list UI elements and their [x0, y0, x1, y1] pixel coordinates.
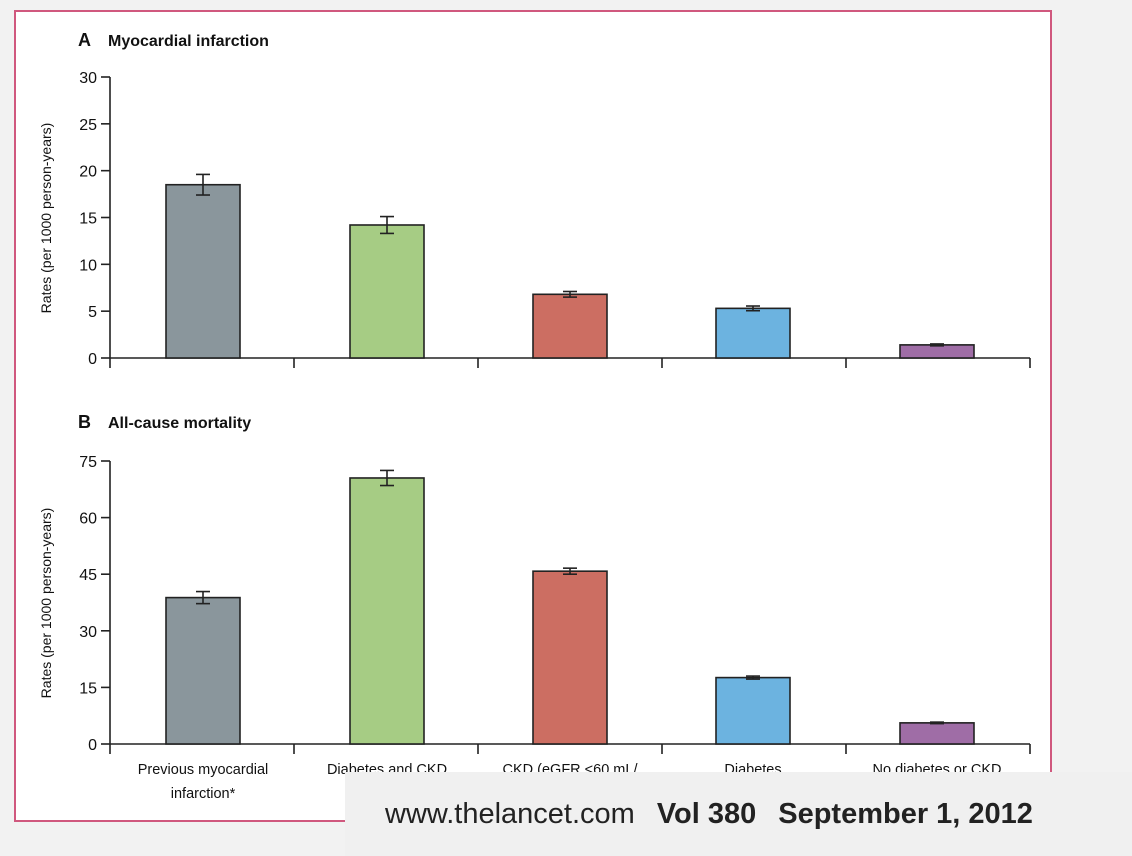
x-category-label-1: Previous myocardial — [138, 762, 269, 778]
panel-b-y-tick-label: 30 — [79, 624, 97, 641]
panel-a-bar-3 — [532, 293, 608, 359]
panel-a-y-tick-label: 20 — [79, 164, 97, 181]
citation-date: September 1, 2012 — [778, 797, 1033, 830]
panel-a-y-tick-label: 15 — [79, 211, 97, 228]
citation-volume: Vol 380 — [656, 797, 757, 830]
panel-a-y-tick-label: 30 — [79, 70, 97, 87]
panel-b-y-tick-label: 15 — [79, 680, 97, 697]
panel-a-bar-1 — [165, 183, 241, 359]
panel-a-title: Myocardial infarction — [108, 33, 269, 50]
panel-a-y-axis-title: Rates (per 1000 person-years) — [38, 123, 54, 314]
panel-b-title: All-cause mortality — [108, 415, 251, 432]
x-category-label-1: infarction* — [171, 786, 236, 802]
panel-a-y-tick-label: 10 — [79, 257, 97, 274]
panel-b-bar-3 — [532, 570, 608, 745]
panel-a-y-tick-label: 5 — [88, 304, 97, 321]
panel-a-bar-2 — [349, 224, 425, 359]
panel-b-bar-1 — [165, 596, 241, 745]
panel-a-y-tick-label: 25 — [79, 117, 97, 134]
citation-site[interactable]: www.thelancet.com — [385, 797, 635, 830]
citation-footer: www.thelancet.com Vol 380 September 1, 2… — [345, 772, 1132, 856]
panel-b-y-tick-label: 60 — [79, 511, 97, 528]
panel-b-bar-5 — [899, 722, 975, 745]
panel-a-letter: A — [78, 30, 91, 50]
panel-b-bar-4 — [715, 676, 791, 745]
panel-a-bar-5 — [899, 344, 975, 359]
panel-a-y-tick-label: 0 — [88, 351, 97, 368]
panel-b-letter: B — [78, 412, 91, 432]
panel-b-y-tick-label: 75 — [79, 454, 97, 471]
panel-a-bar-4 — [715, 307, 791, 359]
panel-b-y-axis-title: Rates (per 1000 person-years) — [38, 508, 54, 699]
panel-b-y-tick-label: 0 — [88, 737, 97, 754]
panel-b-bar-2 — [349, 477, 425, 745]
panel-b-y-tick-label: 45 — [79, 567, 97, 584]
